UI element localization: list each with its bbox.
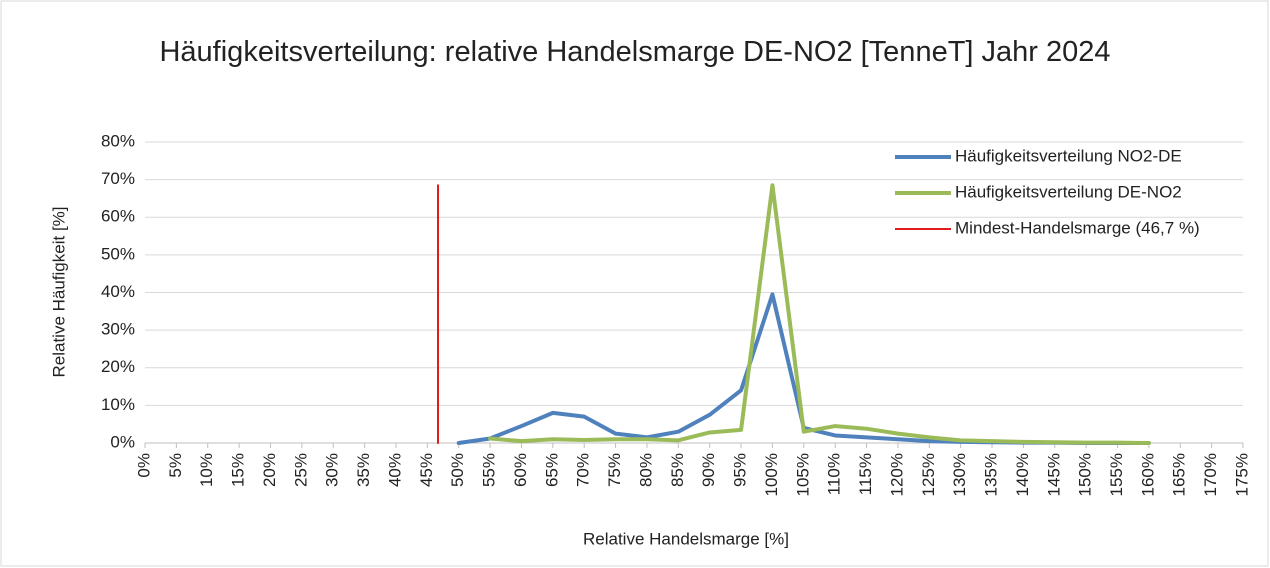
x-tick-label: 125% [919,453,938,496]
x-tick-label: 60% [511,453,530,487]
x-tick-label: 115% [856,453,875,495]
y-tick-label: 70% [101,169,135,188]
x-tick-label: 135% [982,453,1001,496]
x-tick-label: 25% [291,453,310,487]
x-tick-label: 175% [1232,453,1251,496]
x-tick-label: 105% [793,453,812,496]
y-tick-label: 40% [101,282,135,301]
x-tick-label: 120% [887,453,906,496]
x-tick-label: 70% [574,453,593,487]
x-tick-label: 55% [480,453,499,487]
y-tick-label: 20% [101,357,135,376]
x-tick-label: 140% [1013,453,1032,496]
x-tick-label: 65% [542,453,561,487]
x-tick-label: 80% [636,453,655,487]
x-tick-label: 130% [950,453,969,496]
series-line [488,183,1151,445]
x-tick-label: 35% [354,453,373,487]
y-tick-label: 80% [101,131,135,150]
x-tick-label: 165% [1170,453,1189,496]
y-tick-label: 30% [101,320,135,339]
y-tick-label: 50% [101,244,135,263]
x-tick-label: 75% [605,453,624,487]
x-tick-label: 10% [197,453,216,487]
legend-label: Häufigkeitsverteilung DE-NO2 [955,182,1182,201]
x-tick-label: 110% [825,453,844,495]
x-axis-label: Relative Handelsmarge [%] [583,529,789,548]
x-tick-label: 155% [1107,453,1126,496]
x-tick-label: 95% [731,453,750,487]
x-tick-label: 50% [448,453,467,487]
x-tick-label: 30% [323,453,342,487]
x-tick-label: 85% [668,453,687,487]
legend-label: Häufigkeitsverteilung NO2-DE [955,146,1182,165]
x-tick-label: 0% [134,453,153,478]
y-axis-label: Relative Häufigkeit [%] [49,206,68,377]
x-tick-label: 160% [1138,453,1157,496]
x-tick-label: 45% [417,453,436,487]
y-tick-label: 10% [101,395,135,414]
x-tick-label: 145% [1044,453,1063,496]
x-tick-label: 90% [699,453,718,487]
chart-title: Häufigkeitsverteilung: relative Handelsm… [159,36,1111,68]
x-tick-label: 5% [166,453,185,478]
legend-label: Mindest-Handelsmarge (46,7 %) [955,218,1200,237]
x-tick-label: 40% [385,453,404,487]
x-tick-label: 100% [762,453,781,496]
x-tick-label: 150% [1076,453,1095,496]
x-tick-label: 15% [229,453,248,487]
x-tick-label: 20% [260,453,279,487]
y-tick-label: 60% [101,207,135,226]
x-tick-label: 170% [1201,453,1220,496]
y-tick-label: 0% [110,432,135,451]
